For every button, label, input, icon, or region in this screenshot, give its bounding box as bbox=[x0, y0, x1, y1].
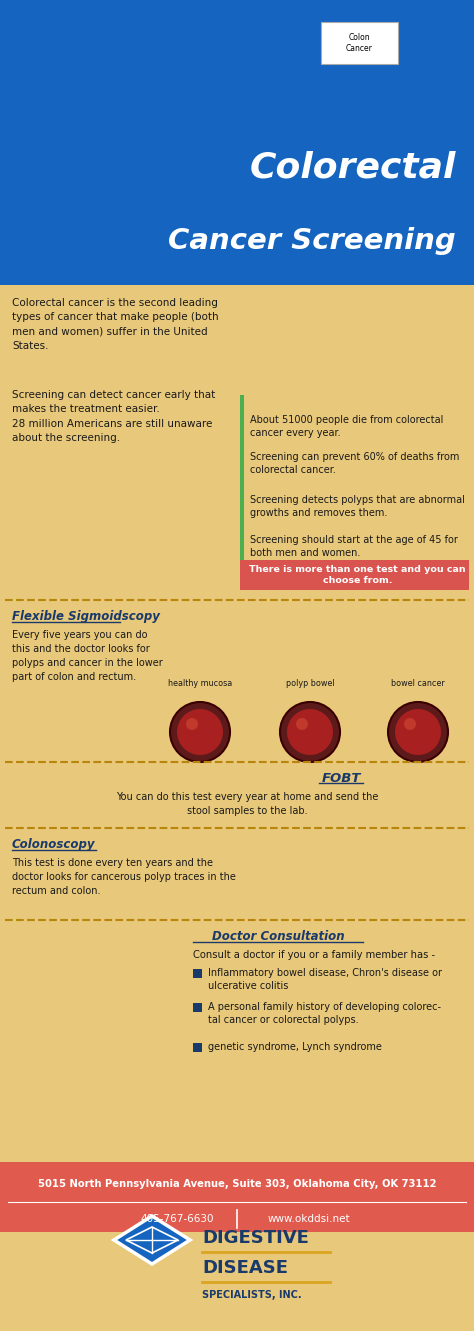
Circle shape bbox=[404, 717, 416, 729]
Text: A personal family history of developing colorec-
tal cancer or colorectal polyps: A personal family history of developing … bbox=[208, 1002, 441, 1025]
Text: About 51000 people die from colorectal
cancer every year.: About 51000 people die from colorectal c… bbox=[250, 415, 443, 438]
Text: Colorectal: Colorectal bbox=[250, 150, 456, 185]
Text: Inflammatory bowel disease, Chron's disease or
ulcerative colitis: Inflammatory bowel disease, Chron's dise… bbox=[208, 968, 442, 992]
Text: polyp bowel: polyp bowel bbox=[286, 679, 334, 688]
Text: Colonoscopy: Colonoscopy bbox=[12, 839, 95, 851]
Text: Screening can prevent 60% of deaths from
colorectal cancer.: Screening can prevent 60% of deaths from… bbox=[250, 453, 459, 475]
Text: DISEASE: DISEASE bbox=[202, 1259, 288, 1276]
Text: DIGESTIVE: DIGESTIVE bbox=[202, 1229, 309, 1247]
Bar bbox=[193, 1044, 202, 1051]
Polygon shape bbox=[114, 1217, 190, 1264]
Text: You can do this test every year at home and send the
stool samples to the lab.: You can do this test every year at home … bbox=[116, 792, 378, 816]
Bar bbox=[193, 1004, 202, 1012]
Text: 5015 North Pennsylvania Avenue, Suite 303, Oklahoma City, OK 73112: 5015 North Pennsylvania Avenue, Suite 30… bbox=[38, 1179, 436, 1189]
Circle shape bbox=[186, 717, 198, 729]
Circle shape bbox=[388, 701, 448, 763]
Text: Consult a doctor if you or a family member has -: Consult a doctor if you or a family memb… bbox=[193, 950, 435, 960]
Text: There is more than one test and you can
choose from.: There is more than one test and you can … bbox=[249, 564, 466, 586]
FancyBboxPatch shape bbox=[321, 23, 398, 64]
Text: Every five years you can do
this and the doctor looks for
polyps and cancer in t: Every five years you can do this and the… bbox=[12, 630, 163, 681]
Text: Colorectal cancer is the second leading
types of cancer that make people (both
m: Colorectal cancer is the second leading … bbox=[12, 298, 219, 351]
Text: Colon
Cancer: Colon Cancer bbox=[346, 33, 373, 53]
Text: Screening should start at the age of 45 for
both men and women.: Screening should start at the age of 45 … bbox=[250, 535, 458, 558]
Text: genetic syndrome, Lynch syndrome: genetic syndrome, Lynch syndrome bbox=[208, 1042, 382, 1051]
Circle shape bbox=[170, 701, 230, 763]
Bar bbox=[240, 395, 244, 586]
Text: Doctor Consultation: Doctor Consultation bbox=[212, 930, 344, 942]
Circle shape bbox=[177, 709, 223, 755]
Text: Screening can detect cancer early that
makes the treatment easier.
28 million Am: Screening can detect cancer early that m… bbox=[12, 390, 215, 443]
Text: www.okddsi.net: www.okddsi.net bbox=[268, 1214, 350, 1225]
Text: SPECIALISTS, INC.: SPECIALISTS, INC. bbox=[202, 1290, 301, 1300]
Bar bbox=[0, 1162, 474, 1233]
Bar bbox=[0, 0, 474, 285]
Circle shape bbox=[296, 717, 308, 729]
Text: bowel cancer: bowel cancer bbox=[391, 679, 445, 688]
Text: Flexible Sigmoidscopy: Flexible Sigmoidscopy bbox=[12, 610, 160, 623]
Bar bbox=[193, 969, 202, 978]
Text: This test is done every ten years and the
doctor looks for cancerous polyp trace: This test is done every ten years and th… bbox=[12, 858, 236, 896]
Bar bbox=[0, 285, 474, 1331]
Text: 405-767-6630: 405-767-6630 bbox=[140, 1214, 214, 1225]
Circle shape bbox=[287, 709, 333, 755]
Text: Screening detects polyps that are abnormal
growths and removes them.: Screening detects polyps that are abnorm… bbox=[250, 495, 465, 518]
Bar bbox=[240, 560, 469, 590]
Circle shape bbox=[395, 709, 441, 755]
Text: Cancer Screening: Cancer Screening bbox=[168, 228, 456, 256]
Text: FOBT: FOBT bbox=[321, 772, 361, 785]
Text: healthy mucosa: healthy mucosa bbox=[168, 679, 232, 688]
Circle shape bbox=[280, 701, 340, 763]
